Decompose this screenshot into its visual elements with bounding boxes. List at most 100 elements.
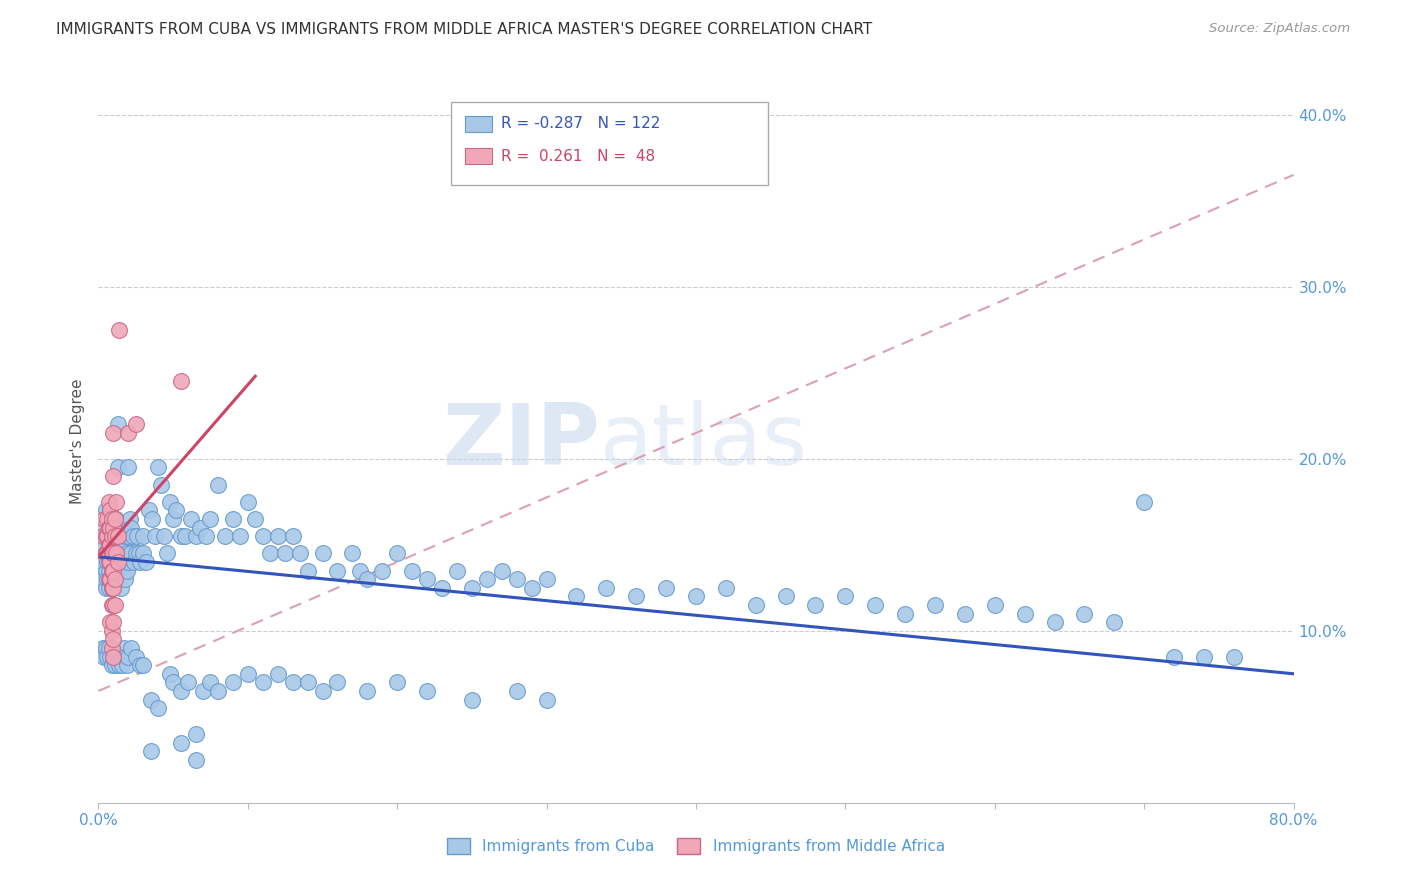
Point xyxy=(97,538,120,552)
Point xyxy=(105,546,128,560)
Point xyxy=(139,744,162,758)
Point xyxy=(103,649,125,664)
Point xyxy=(1133,494,1156,508)
Point xyxy=(1014,607,1036,621)
Point xyxy=(94,529,117,543)
FancyBboxPatch shape xyxy=(465,148,492,164)
Point xyxy=(117,425,139,440)
Point xyxy=(91,572,114,586)
Point xyxy=(385,546,409,560)
Point xyxy=(115,658,138,673)
Point xyxy=(111,546,134,560)
Point xyxy=(101,640,124,655)
Point xyxy=(236,666,259,681)
Point xyxy=(107,417,129,432)
Point xyxy=(98,572,122,586)
Point xyxy=(195,529,218,543)
Point xyxy=(141,512,163,526)
Point xyxy=(124,555,146,569)
Point xyxy=(103,529,125,543)
Point xyxy=(103,469,125,483)
Point xyxy=(188,520,211,534)
Point xyxy=(107,555,129,569)
Point xyxy=(97,520,120,534)
Point xyxy=(94,581,117,595)
Point xyxy=(169,684,191,698)
Point xyxy=(115,546,138,560)
Point xyxy=(101,598,124,612)
Point xyxy=(127,529,149,543)
Point xyxy=(236,494,259,508)
Point xyxy=(97,581,120,595)
Point xyxy=(288,546,311,560)
Point xyxy=(96,529,118,543)
Point xyxy=(165,503,187,517)
Point xyxy=(104,658,127,673)
Point xyxy=(112,538,135,552)
FancyBboxPatch shape xyxy=(451,102,768,185)
Point xyxy=(103,598,125,612)
Point xyxy=(191,684,214,698)
Point xyxy=(461,692,484,706)
Point xyxy=(311,684,333,698)
Point xyxy=(110,555,132,569)
Point xyxy=(222,512,245,526)
Point xyxy=(96,529,118,543)
Legend: Immigrants from Cuba, Immigrants from Middle Africa: Immigrants from Cuba, Immigrants from Mi… xyxy=(441,832,950,860)
Point xyxy=(101,512,124,526)
Point xyxy=(252,675,274,690)
Point xyxy=(200,675,222,690)
Point xyxy=(98,555,122,569)
Point xyxy=(446,564,468,578)
Point xyxy=(98,529,122,543)
FancyBboxPatch shape xyxy=(465,116,492,132)
Point xyxy=(536,692,558,706)
Point xyxy=(356,572,378,586)
Point xyxy=(267,529,290,543)
Point xyxy=(162,512,184,526)
Text: ZIP: ZIP xyxy=(443,400,600,483)
Point xyxy=(1192,649,1215,664)
Point xyxy=(834,590,856,604)
Point xyxy=(98,520,122,534)
Point xyxy=(245,512,267,526)
Point xyxy=(94,546,117,560)
Point xyxy=(93,520,115,534)
Point xyxy=(101,658,124,673)
Point xyxy=(128,546,150,560)
Point xyxy=(120,640,142,655)
Point xyxy=(342,546,364,560)
Point xyxy=(105,512,128,526)
Point xyxy=(97,494,120,508)
Point xyxy=(104,572,127,586)
Point xyxy=(326,564,349,578)
Point xyxy=(101,581,124,595)
Point xyxy=(125,417,148,432)
Point xyxy=(107,460,129,475)
Point xyxy=(536,572,558,586)
Point xyxy=(804,598,827,612)
Point xyxy=(401,564,423,578)
Point xyxy=(104,572,127,586)
Point xyxy=(110,529,132,543)
Point xyxy=(105,529,128,543)
Point xyxy=(97,564,120,578)
Point xyxy=(101,546,124,560)
Point xyxy=(125,649,148,664)
Point xyxy=(184,753,207,767)
Point xyxy=(94,546,117,560)
Point xyxy=(714,581,737,595)
Point xyxy=(114,529,136,543)
Point xyxy=(108,555,131,569)
Point xyxy=(139,692,162,706)
Point xyxy=(94,503,117,517)
Point xyxy=(105,649,128,664)
Point xyxy=(121,529,143,543)
Point xyxy=(326,675,349,690)
Point xyxy=(103,564,125,578)
Point xyxy=(101,581,124,595)
Point xyxy=(117,555,139,569)
Point xyxy=(97,538,120,552)
Point xyxy=(207,477,229,491)
Point xyxy=(117,460,139,475)
